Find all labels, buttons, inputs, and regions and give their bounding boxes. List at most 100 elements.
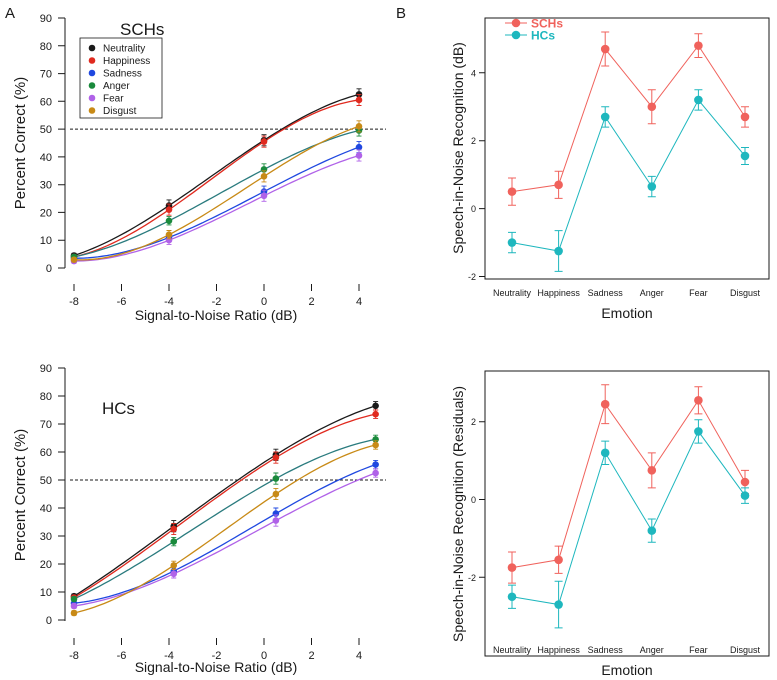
x-tick-label-b-bottom-disgust: Disgust bbox=[730, 645, 761, 655]
data-point-hcs-anger bbox=[647, 182, 657, 191]
y-tick-label-a-bottom-20: 20 bbox=[40, 559, 52, 571]
y-tick-label-b-bottom--2: -2 bbox=[468, 573, 476, 583]
x-ticks-a-top bbox=[73, 284, 360, 291]
fit-curve-disgust bbox=[73, 125, 360, 261]
data-point-fear-2 bbox=[272, 517, 280, 524]
legend-label-disgust: Disgust bbox=[103, 106, 137, 117]
x-tick-label-a-top-2: 2 bbox=[308, 296, 314, 308]
x-tick-label-a-top-0: 0 bbox=[261, 296, 267, 308]
data-point-schs-sadness bbox=[600, 399, 610, 409]
series-line-hcs bbox=[511, 99, 746, 252]
legend-marker-fear bbox=[88, 94, 96, 102]
data-point-happiness-2 bbox=[260, 138, 268, 145]
data-point-disgust-0 bbox=[70, 609, 78, 617]
data-point-anger-1 bbox=[170, 538, 178, 545]
data-point-happiness-1 bbox=[165, 206, 173, 213]
y-tick-label-a-bottom-90: 90 bbox=[40, 363, 52, 375]
data-point-hcs-disgust bbox=[740, 151, 750, 161]
data-point-schs-disgust bbox=[740, 112, 750, 122]
legend-marker-hcs bbox=[511, 30, 521, 40]
panel-b-bottom: -2 0 2 Neutrality Happiness Sadness Anger Fear… bbox=[450, 370, 770, 678]
y-tick-label-a-top-10: 10 bbox=[40, 235, 52, 247]
y-tick-label-b-top--2: -2 bbox=[468, 272, 476, 282]
data-point-sadness-3 bbox=[355, 143, 363, 151]
data-point-schs-anger bbox=[647, 102, 657, 112]
x-tick-label-a-bottom-2: 2 bbox=[308, 650, 314, 662]
y-tick-label-a-top-90: 90 bbox=[40, 13, 52, 25]
legend-label-schs: SCHs bbox=[531, 17, 563, 31]
data-point-hcs-disgust bbox=[740, 491, 750, 500]
y-axis-label-a-bottom: Percent Correct (%) bbox=[12, 429, 29, 562]
data-point-schs-anger bbox=[647, 466, 657, 475]
data-point-disgust-0 bbox=[70, 256, 78, 263]
x-tick-label-b-bottom-sadness: Sadness bbox=[588, 645, 624, 655]
panel-b-top: B -2 0 2 4 Neutrality Happiness Sadness Anger F… bbox=[396, 5, 770, 321]
x-tick-label-a-bottom-0: 0 bbox=[261, 650, 267, 662]
fit-curve-disgust bbox=[73, 444, 376, 614]
x-axis-label-a-bottom: Signal-to-Noise Ratio (dB) bbox=[135, 659, 298, 675]
data-point-fear-3 bbox=[355, 152, 363, 159]
fit-curves-a-bottom bbox=[73, 405, 376, 614]
fit-curve-anger bbox=[73, 129, 360, 258]
fit-curve-anger bbox=[73, 438, 376, 600]
y-tick-label-b-top-4: 4 bbox=[471, 68, 476, 78]
data-point-anger-2 bbox=[272, 475, 280, 482]
plot-frame-b-top bbox=[484, 17, 770, 280]
x-tick-label-a-bottom-4: 4 bbox=[356, 650, 362, 662]
data-point-happiness-1 bbox=[170, 525, 178, 533]
x-tick-label-b-bottom-fear: Fear bbox=[689, 645, 708, 655]
x-tick-labels-a-top: -8 -6 -4 -2 0 2 4 bbox=[69, 296, 362, 308]
data-point-anger-1 bbox=[165, 217, 173, 225]
data-point-disgust-1 bbox=[165, 231, 173, 238]
data-point-schs-neutrality bbox=[507, 187, 517, 196]
plot-frame-b-bottom bbox=[484, 370, 770, 657]
y-ticks-b-bottom bbox=[479, 421, 485, 578]
y-tick-label-a-bottom-40: 40 bbox=[40, 503, 52, 515]
x-tick-label-a-top--8: -8 bbox=[69, 296, 79, 308]
data-point-hcs-sadness bbox=[600, 112, 610, 122]
panel-letter-a: A bbox=[5, 5, 15, 22]
x-tick-labels-b-bottom: Neutrality Happiness Sadness Anger Fear Disgu… bbox=[493, 645, 761, 655]
x-ticks-a-bottom bbox=[73, 638, 360, 645]
legend-label-fear: Fear bbox=[103, 94, 124, 105]
fit-curve-happiness bbox=[73, 99, 360, 258]
x-axis-label-a-top: Signal-to-Noise Ratio (dB) bbox=[135, 307, 298, 323]
data-point-fear-1 bbox=[170, 570, 178, 578]
data-point-disgust-2 bbox=[260, 173, 268, 180]
y-tick-label-a-bottom-30: 30 bbox=[40, 531, 52, 543]
legend-marker-neutrality bbox=[88, 44, 96, 52]
y-tick-label-a-bottom-70: 70 bbox=[40, 419, 52, 431]
y-tick-label-b-top-0: 0 bbox=[471, 204, 476, 214]
data-point-happiness-3 bbox=[355, 96, 363, 104]
x-tick-labels-b-top: Neutrality Happiness Sadness Anger Fear Disgu… bbox=[493, 288, 761, 298]
y-tick-labels-a-top: 0 10 20 30 40 50 60 70 80 90 bbox=[40, 13, 52, 275]
y-tick-label-b-bottom-0: 0 bbox=[471, 495, 476, 505]
x-tick-label-a-bottom--2: -2 bbox=[212, 650, 222, 662]
legend-marker-anger bbox=[88, 82, 96, 89]
legend-marker-schs bbox=[511, 18, 521, 28]
y-tick-labels-b-top: -2 0 2 4 bbox=[468, 68, 476, 282]
x-tick-label-b-top-fear: Fear bbox=[689, 288, 708, 298]
panel-letter-b: B bbox=[396, 5, 406, 22]
data-point-fear-2 bbox=[260, 192, 268, 200]
legend-marker-happiness bbox=[88, 57, 96, 64]
x-tick-label-a-bottom--4: -4 bbox=[164, 650, 174, 662]
legend-label-hcs: HCs bbox=[531, 29, 555, 43]
data-point-schs-sadness bbox=[600, 44, 610, 54]
series-b-top bbox=[507, 31, 750, 272]
chart-title-a-bottom: HCs bbox=[102, 399, 135, 418]
data-points-a-bottom bbox=[70, 401, 379, 617]
y-tick-labels-a-bottom: 0 10 20 30 40 50 60 70 80 90 bbox=[40, 363, 52, 627]
data-point-fear-0 bbox=[70, 602, 78, 610]
x-axis-label-b-bottom: Emotion bbox=[601, 662, 652, 678]
y-ticks-a-bottom bbox=[58, 367, 65, 621]
y-axis-label-b-bottom: Speech-in-Noise Recognition (Residuals) bbox=[450, 386, 466, 642]
y-tick-labels-b-bottom: -2 0 2 bbox=[468, 417, 476, 583]
y-tick-label-a-top-50: 50 bbox=[40, 124, 52, 136]
data-point-schs-happiness bbox=[554, 180, 563, 190]
y-tick-label-b-top-2: 2 bbox=[471, 136, 476, 146]
fit-curve-neutrality bbox=[73, 93, 360, 257]
y-axis-label-b-top: Speech-in-Noise Recognition (dB) bbox=[450, 42, 466, 254]
fit-curve-fear bbox=[73, 154, 360, 262]
